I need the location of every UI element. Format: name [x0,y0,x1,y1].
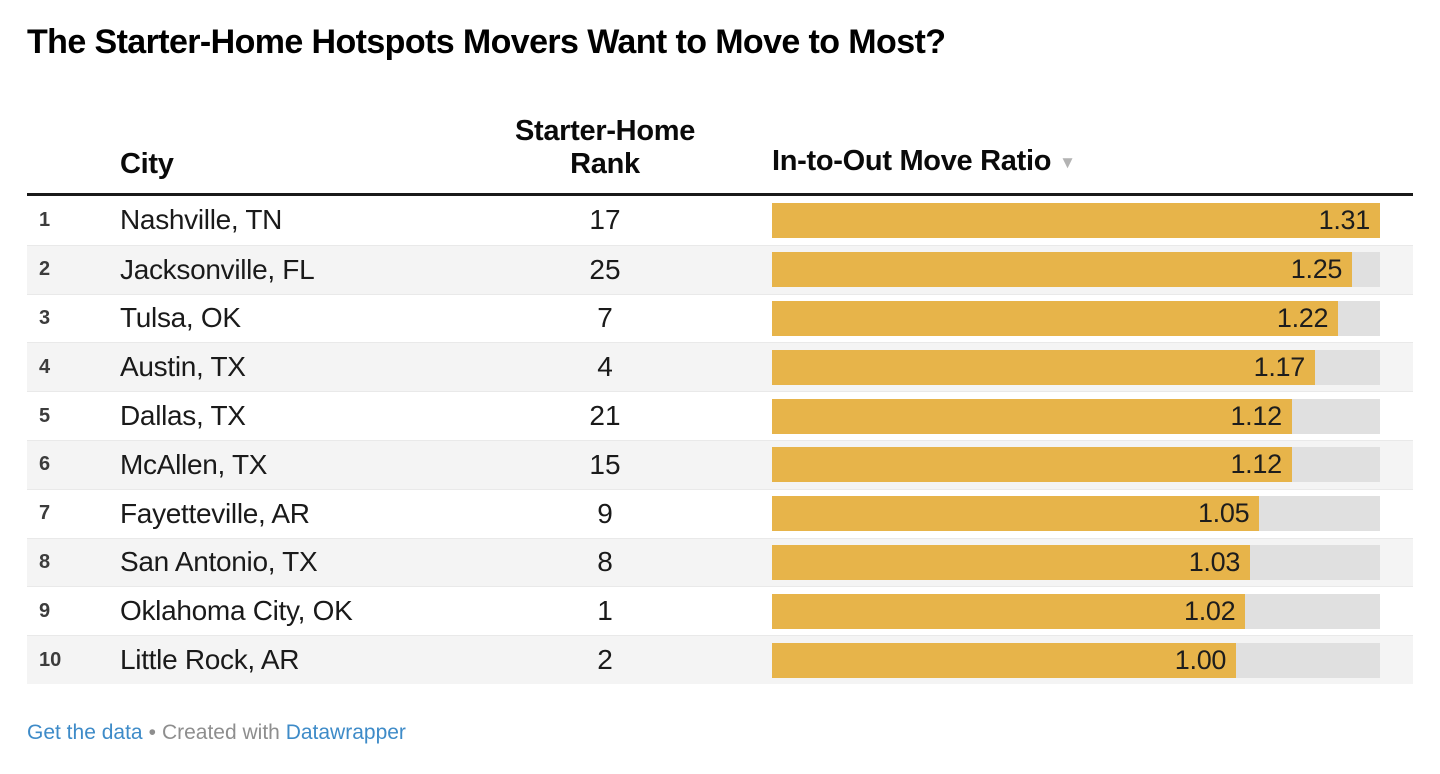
row-index: 9 [39,599,51,622]
city-cell: Jacksonville, FL [120,253,315,285]
table-row: 9 Oklahoma City, OK 1 1.02 [27,586,1413,635]
ratio-bar-fill: 1.03 [772,544,1251,580]
ratio-bar-fill: 1.25 [772,252,1353,288]
starter-home-rank-cell: 2 [597,644,613,676]
starter-home-rank-cell: 7 [597,302,613,334]
ratio-value-label: 1.22 [1276,302,1329,333]
ratio-bar-track: 1.02 [772,593,1380,629]
row-index: 3 [39,306,51,329]
city-cell: Oklahoma City, OK [120,595,353,627]
table-row: 1 Nashville, TN 17 1.31 [27,196,1413,245]
starter-home-rank-cell: 8 [597,546,613,578]
row-index: 5 [39,404,51,427]
city-cell: Dallas, TX [120,400,246,432]
ratio-cell: 1.05 [715,496,1413,532]
ratio-bar-track: 1.00 [772,642,1380,678]
ratio-bar-track: 1.25 [772,252,1380,288]
starter-home-rank-cell: 4 [597,351,613,383]
ratio-bar-fill: 1.31 [772,202,1380,238]
chart-footer: Get the data • Created with Datawrapper [27,721,1413,745]
city-cell: Austin, TX [120,351,246,383]
header-move-ratio-label: In-to-Out Move Ratio [772,145,1052,177]
ratio-bar-fill: 1.12 [772,447,1292,483]
ratio-bar-track: 1.12 [772,398,1380,434]
table-row: 7 Fayetteville, AR 9 1.05 [27,488,1413,538]
table: City Starter-Home Rank In-to-Out Move Ra… [27,62,1413,684]
table-row: 5 Dallas, TX 21 1.12 [27,391,1413,440]
ratio-bar-track: 1.05 [772,496,1380,532]
ratio-value-label: 1.12 [1230,400,1282,431]
row-index: 8 [39,550,51,573]
chart-container: The Starter-Home Hotspots Movers Want to… [27,23,1413,745]
ratio-bar-fill: 1.00 [772,642,1237,678]
ratio-cell: 1.22 [715,300,1413,336]
ratio-value-label: 1.17 [1253,351,1306,382]
table-row: 4 Austin, TX 4 1.17 [27,342,1413,392]
header-starter-home-rank[interactable]: Starter-Home Rank [514,115,696,180]
sort-desc-icon[interactable]: ▼ [1059,153,1076,172]
chart-title: The Starter-Home Hotspots Movers Want to… [27,23,946,61]
city-cell: Nashville, TN [120,204,283,236]
ratio-cell: 1.00 [715,642,1413,678]
city-cell: Little Rock, AR [120,644,300,676]
ratio-bar-track: 1.17 [772,349,1380,385]
table-row: 2 Jacksonville, FL 25 1.25 [27,244,1413,294]
table-row: 10 Little Rock, AR 2 1.00 [27,635,1413,684]
ratio-bar-track: 1.22 [772,300,1380,336]
created-with-text: Created with [161,720,280,744]
table-row: 6 McAllen, TX 15 1.12 [27,439,1413,489]
datawrapper-link[interactable]: Datawrapper [285,720,406,744]
table-row: 8 San Antonio, TX 8 1.03 [27,537,1413,587]
row-index: 6 [39,453,51,476]
table-header-row: City Starter-Home Rank In-to-Out Move Ra… [27,62,1413,196]
city-cell: McAllen, TX [120,448,268,480]
ratio-bar-fill: 1.12 [772,398,1292,434]
starter-home-rank-cell: 17 [589,204,621,236]
footer-separator: • [148,720,156,744]
ratio-cell: 1.02 [715,593,1413,629]
get-the-data-link[interactable]: Get the data [27,720,143,744]
starter-home-rank-cell: 9 [597,497,613,529]
ratio-cell: 1.31 [715,202,1413,238]
city-cell: Tulsa, OK [120,302,241,334]
ratio-bar-track: 1.31 [772,202,1380,238]
ratio-value-label: 1.03 [1188,546,1241,577]
ratio-value-label: 1.25 [1290,254,1343,285]
ratio-value-label: 1.00 [1174,644,1227,675]
header-move-ratio[interactable]: In-to-Out Move Ratio ▼ [715,145,1413,181]
row-index: 4 [39,355,51,378]
ratio-value-label: 1.02 [1184,595,1236,626]
starter-home-rank-cell: 21 [589,400,621,432]
ratio-bar-fill: 1.05 [772,496,1260,532]
city-cell: San Antonio, TX [120,546,318,578]
row-index: 2 [39,258,51,281]
ratio-value-label: 1.12 [1230,449,1282,480]
ratio-bar-track: 1.03 [772,544,1380,580]
ratio-cell: 1.25 [715,252,1413,288]
row-index: 1 [39,208,51,231]
row-index: 7 [39,502,51,525]
ratio-bar-fill: 1.17 [772,349,1315,385]
ratio-bar-fill: 1.22 [772,300,1339,336]
starter-home-rank-cell: 25 [589,253,621,285]
ratio-bar-fill: 1.02 [772,593,1246,629]
ratio-value-label: 1.05 [1197,498,1250,529]
row-index: 10 [39,648,62,671]
header-city[interactable]: City [120,148,174,180]
ratio-value-label: 1.31 [1318,204,1371,235]
ratio-cell: 1.12 [715,398,1413,434]
ratio-cell: 1.17 [715,349,1413,385]
table-row: 3 Tulsa, OK 7 1.22 [27,293,1413,343]
starter-home-rank-cell: 15 [589,448,621,480]
ratio-cell: 1.12 [715,447,1413,483]
starter-home-rank-cell: 1 [597,595,613,627]
ratio-bar-track: 1.12 [772,447,1380,483]
table-body: 1 Nashville, TN 17 1.31 2 Jacksonville, … [27,196,1413,684]
city-cell: Fayetteville, AR [120,497,310,529]
ratio-cell: 1.03 [715,544,1413,580]
